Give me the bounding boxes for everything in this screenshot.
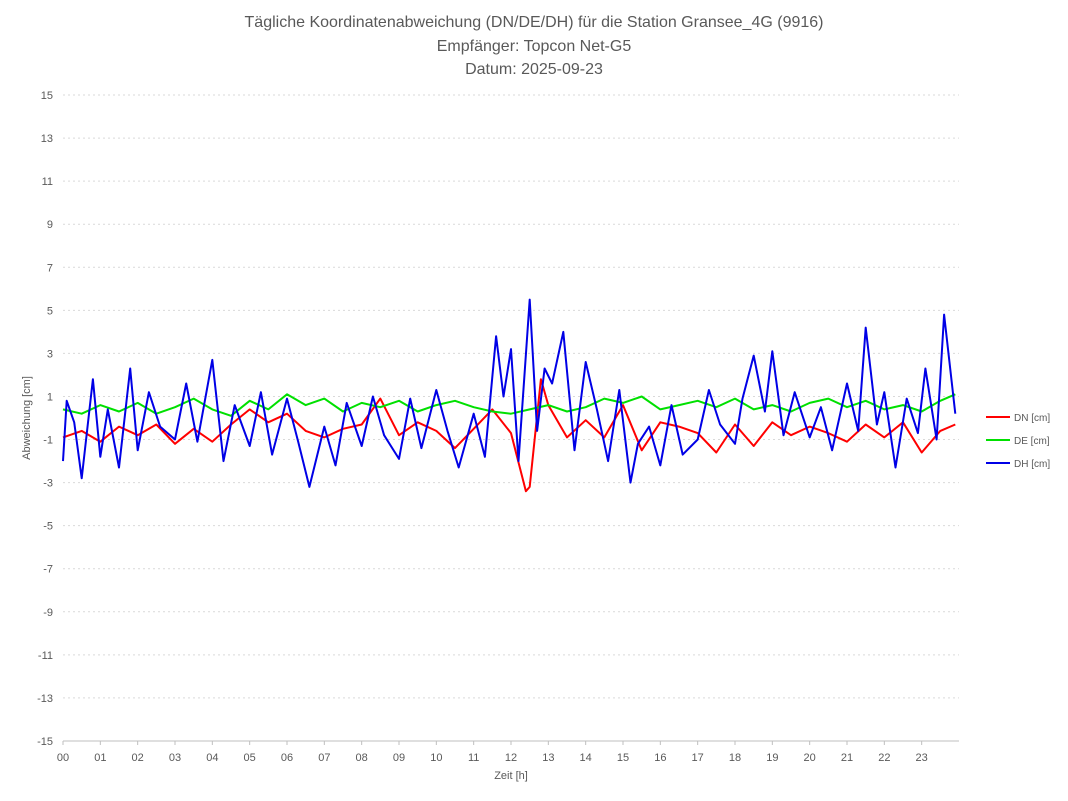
x-tick-label: 04 [206,752,218,764]
x-tick-label: 17 [692,752,704,764]
x-tick-label: 21 [841,752,853,764]
y-tick-label: -9 [43,607,53,619]
x-tick-label: 07 [318,752,330,764]
y-tick-label: 9 [47,219,53,231]
y-tick-label: 3 [47,348,53,360]
chart-title: Tägliche Koordinatenabweichung (DN/DE/DH… [245,14,824,78]
series-lines [62,298,957,493]
legend-label: DE [cm] [1014,436,1050,447]
x-tick-label: 22 [878,752,890,764]
x-tick-label: 10 [430,752,442,764]
y-axis-title: Abweichung [cm] [21,376,33,460]
x-tick-label: 16 [654,752,666,764]
y-tick-label: 13 [41,133,53,145]
chart-title-line-1: Tägliche Koordinatenabweichung (DN/DE/DH… [245,14,824,31]
y-tick-label: -1 [43,435,53,447]
y-axis-tick-labels: 15 13 11 9 7 5 3 1 -1 -3 -5 -7 -9 -11 -13 -15 [37,90,53,748]
y-tick-label: 11 [42,176,53,188]
x-tick-label: 13 [542,752,554,764]
grid-lines [63,94,959,699]
y-tick-label: 5 [47,305,53,317]
x-tick-label: 12 [505,752,517,764]
chart-title-line-2: Empfänger: Topcon Net-G5 [437,38,632,55]
y-tick-label: -7 [43,564,53,576]
y-tick-label: -13 [37,693,53,705]
y-tick-label: 15 [41,90,53,102]
x-tick-label: 02 [132,752,144,764]
x-axis-tick-labels: 00 01 02 03 04 05 06 07 08 09 10 11 12 13 14 15 16 17 18 19… [57,741,928,764]
legend-label: DH [cm] [1014,459,1050,470]
y-tick-label: -3 [43,478,53,490]
x-axis-title: Zeit [h] [494,770,528,782]
legend: DN [cm] DE [cm] DH [cm] [986,413,1050,470]
series-line-dh [62,298,957,488]
x-tick-label: 08 [356,752,368,764]
x-tick-label: 20 [804,752,816,764]
series-line-de [62,393,956,417]
y-tick-label: -5 [43,521,53,533]
x-tick-label: 14 [580,752,592,764]
y-tick-label: -11 [38,650,53,662]
y-tick-label: 7 [47,262,53,274]
x-tick-label: 09 [393,752,405,764]
x-tick-label: 11 [468,752,479,764]
legend-label: DN [cm] [1014,413,1050,424]
x-tick-label: 15 [617,752,629,764]
x-tick-label: 05 [244,752,256,764]
chart-title-line-3: Datum: 2025-09-23 [465,61,603,78]
x-tick-label: 23 [916,752,928,764]
y-tick-label: 1 [47,391,53,403]
x-tick-label: 01 [94,752,106,764]
x-tick-label: 06 [281,752,293,764]
y-tick-label: -15 [37,736,53,748]
x-tick-label: 19 [766,752,778,764]
x-tick-label: 18 [729,752,741,764]
x-tick-label: 00 [57,752,69,764]
series-line-dn [62,378,956,493]
x-tick-label: 03 [169,752,181,764]
